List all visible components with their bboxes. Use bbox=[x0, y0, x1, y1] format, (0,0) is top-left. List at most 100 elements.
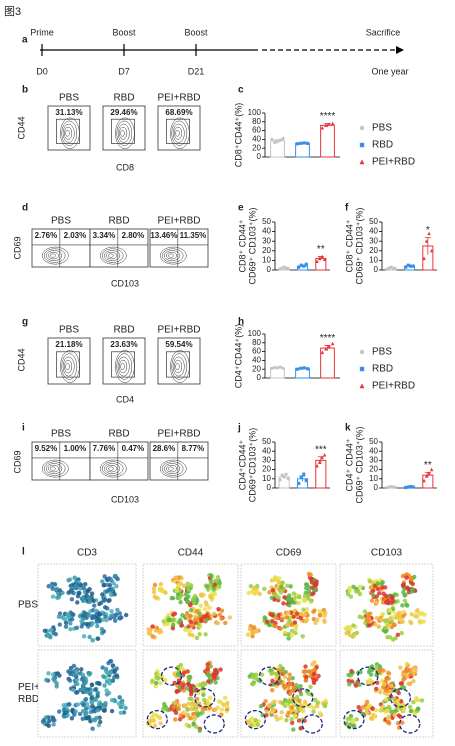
tsne-dot bbox=[202, 706, 207, 711]
contour bbox=[46, 250, 63, 261]
tsne-dot bbox=[77, 613, 83, 619]
tsne-dot bbox=[147, 718, 153, 723]
tsne-dot bbox=[300, 707, 306, 712]
tsne-dot bbox=[97, 715, 102, 720]
tsne-dot bbox=[212, 674, 217, 679]
group-name: PBS bbox=[51, 429, 71, 440]
tsne-dot bbox=[417, 618, 423, 624]
tsne-dot bbox=[414, 697, 419, 702]
tsne-dot bbox=[354, 589, 359, 594]
y-tick-label: 10 bbox=[262, 474, 271, 483]
tsne-dot bbox=[57, 622, 62, 627]
tsne-dot bbox=[175, 592, 181, 597]
tsne-dot bbox=[54, 684, 59, 689]
tsne-dot bbox=[72, 575, 77, 580]
y-axis-label: CD69⁺ CD103⁺(%) bbox=[354, 207, 364, 284]
tsne-dot bbox=[87, 691, 93, 697]
y-tick-label: 40 bbox=[369, 227, 378, 236]
data-point bbox=[275, 140, 280, 144]
tsne-dot bbox=[204, 602, 209, 607]
tsne-dot bbox=[280, 616, 285, 622]
tsne-dot bbox=[346, 672, 351, 678]
tsne-dot bbox=[247, 626, 253, 632]
tsne-plot bbox=[37, 563, 137, 647]
tsne-dot bbox=[389, 683, 394, 689]
tsne-dot bbox=[246, 590, 251, 596]
tsne-dot bbox=[386, 714, 392, 719]
tsne-dot bbox=[314, 579, 319, 584]
tsne-dot bbox=[303, 677, 309, 683]
contour bbox=[50, 466, 56, 471]
tsne-dot bbox=[411, 665, 416, 671]
contour bbox=[174, 126, 183, 140]
data-point bbox=[427, 471, 431, 475]
gate-value: 28.6% bbox=[153, 444, 176, 453]
data-point bbox=[284, 472, 288, 476]
flow-y-axis: CD44 bbox=[16, 348, 26, 371]
tsne-dot bbox=[170, 612, 176, 617]
tsne-dot bbox=[287, 681, 293, 687]
contour bbox=[106, 251, 117, 260]
tsne-dot bbox=[252, 589, 257, 595]
panel-label: a bbox=[22, 35, 28, 46]
tsne-dot bbox=[411, 699, 416, 705]
tsne-dot bbox=[271, 707, 277, 713]
tsne-dot bbox=[52, 718, 57, 723]
tsne-dot bbox=[375, 581, 381, 586]
contour bbox=[102, 248, 124, 263]
tsne-dot bbox=[75, 600, 80, 605]
tsne-dot bbox=[71, 672, 76, 678]
highlight-circle bbox=[389, 688, 412, 708]
contour bbox=[120, 363, 125, 370]
tsne-dot bbox=[250, 634, 255, 639]
tsne-dot bbox=[75, 689, 80, 695]
tsne-dot bbox=[352, 633, 357, 638]
row-name: PBS bbox=[18, 600, 38, 611]
legend-label: PBS bbox=[372, 123, 392, 134]
significance: * bbox=[426, 225, 430, 236]
panel-label: b bbox=[22, 85, 28, 96]
tsne-dot bbox=[158, 721, 163, 726]
tsne-dot bbox=[172, 680, 177, 686]
tsne-dot bbox=[292, 713, 298, 718]
tsne-dot bbox=[373, 708, 379, 713]
data-point bbox=[315, 464, 319, 468]
data-point bbox=[270, 137, 274, 141]
tsne-dot bbox=[284, 702, 289, 708]
tsne-dot bbox=[383, 593, 389, 599]
y-tick-label: 20 bbox=[369, 246, 378, 255]
tsne-dot bbox=[195, 696, 200, 702]
tsne-dot bbox=[263, 698, 268, 704]
tsne-dot bbox=[104, 666, 109, 672]
tsne-dot bbox=[79, 667, 84, 672]
y-tick-label: 30 bbox=[369, 456, 378, 465]
contour bbox=[100, 246, 127, 265]
tsne-dot bbox=[293, 630, 298, 636]
y-axis-label: CD8⁺ CD44⁺ bbox=[237, 219, 247, 272]
tsne-dot bbox=[282, 630, 287, 635]
tsne-dot bbox=[284, 717, 289, 723]
tsne-dot bbox=[110, 613, 116, 618]
data-point bbox=[295, 367, 299, 371]
tsne-dot bbox=[91, 614, 96, 619]
tsne-dot bbox=[405, 603, 410, 608]
tsne-dot bbox=[100, 592, 105, 597]
data-point bbox=[411, 264, 415, 268]
data-point bbox=[270, 366, 274, 370]
tsne-dot bbox=[114, 583, 119, 589]
highlight-circle bbox=[258, 666, 281, 686]
tsne-dot bbox=[278, 590, 284, 595]
tsne-dot bbox=[112, 668, 117, 674]
tsne-dot bbox=[302, 718, 307, 723]
marker-name: CD69 bbox=[276, 548, 302, 559]
tsne-dot bbox=[216, 699, 222, 704]
significance: ** bbox=[317, 244, 325, 255]
data-point bbox=[404, 265, 408, 269]
tsne-dot bbox=[152, 582, 158, 588]
tsne-dot bbox=[109, 592, 114, 598]
gate bbox=[56, 118, 80, 144]
data-point bbox=[406, 263, 410, 267]
tsne-dot bbox=[404, 575, 409, 580]
gate-value: 68.69% bbox=[165, 108, 192, 117]
tsne-dot bbox=[375, 586, 381, 592]
